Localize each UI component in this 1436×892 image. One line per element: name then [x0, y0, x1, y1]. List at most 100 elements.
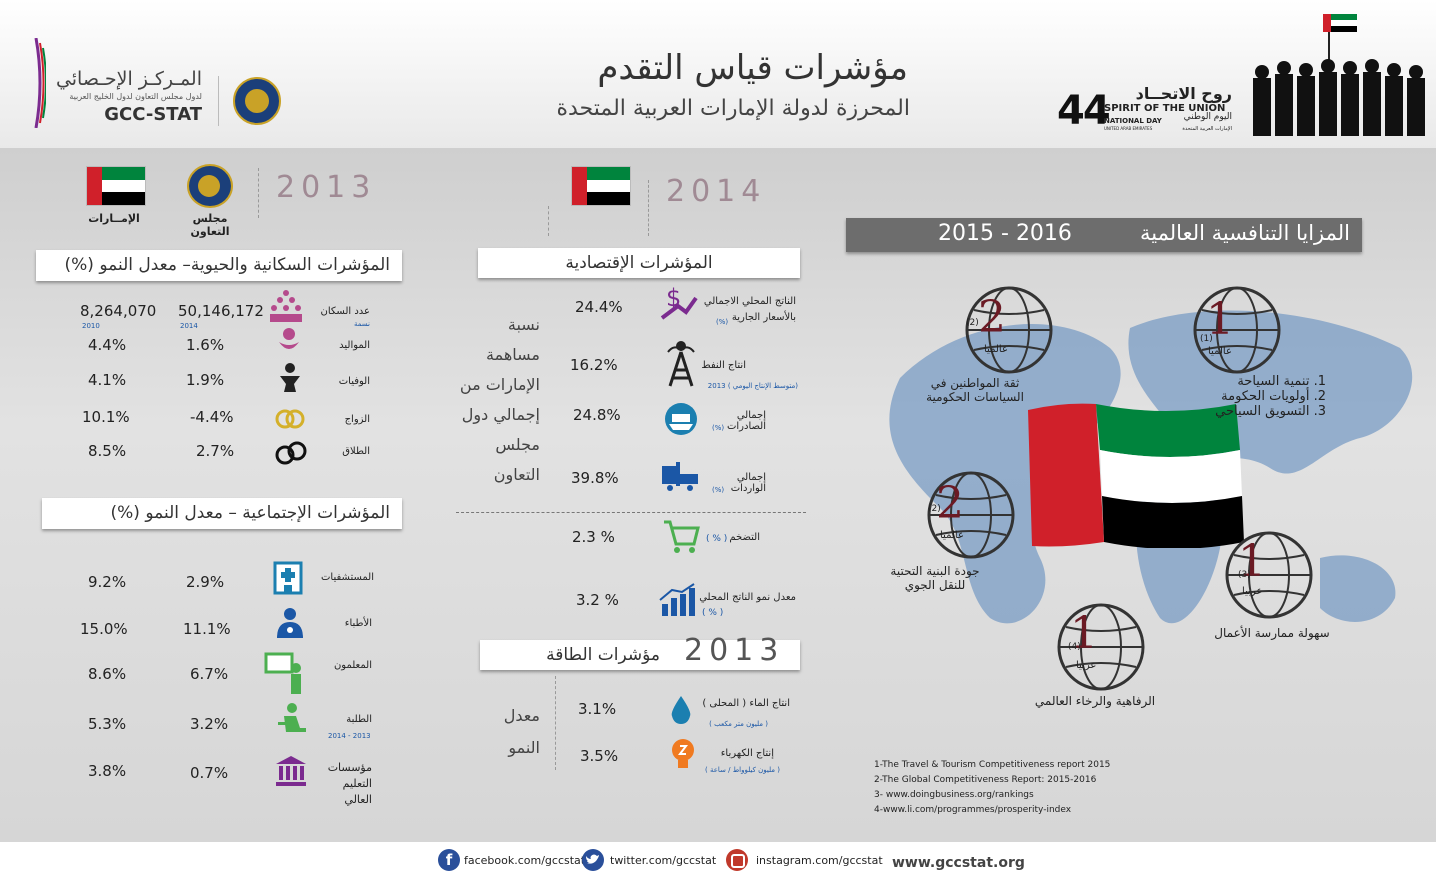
- leaders-silhouette-icon: [1253, 14, 1425, 136]
- electricity-production-unit: ( مليون كيلوواط / ساعة ): [705, 766, 780, 774]
- water-production-label: انتاج الماء ( المحلى ): [702, 698, 790, 709]
- doctors-label: الأطباء: [344, 618, 372, 629]
- gdp-label: الناتج المحلي الاجمالي: [703, 296, 796, 307]
- gcc-stat-stripes-icon: [34, 37, 47, 129]
- hospital-icon: [273, 561, 303, 595]
- uae-flag-large-icon: [1028, 403, 1244, 548]
- page-title: مؤشرات قياس التقدم: [597, 48, 908, 88]
- oil-share-value: 16.2%: [570, 356, 618, 374]
- gcc-population-year: 2014: [180, 322, 198, 330]
- gdp-growth-label: معدل نمو الناتج المحلي: [699, 592, 796, 603]
- national-day-country-ar: الإمارات العربية المتحدة: [1182, 126, 1232, 132]
- uae-flag-icon: [571, 166, 631, 206]
- globe-icon: [1193, 286, 1281, 374]
- uae-population-year: 2010: [82, 322, 100, 330]
- births-label: المواليد: [339, 340, 370, 351]
- higher-ed-label: مؤسسات التعليم العالي: [327, 761, 372, 806]
- water-production-value: 3.1%: [578, 700, 617, 718]
- imports-share-value: 39.8%: [571, 469, 619, 487]
- facebook-link[interactable]: facebook.com/gccstat: [464, 854, 586, 867]
- uae-students-value: 5.3%: [88, 715, 127, 733]
- globe-icon: [965, 286, 1053, 374]
- gdp-growth-value: 3.2 %: [576, 591, 619, 609]
- footer-band: [0, 842, 1436, 892]
- inflation-label: التضخم: [729, 532, 760, 543]
- uae-share-caption: نسبة مساهمة الإمارات من إجمالي دول مجلس …: [440, 310, 540, 490]
- facebook-icon[interactable]: f: [438, 849, 460, 871]
- inflation-unit: ( % ): [706, 534, 728, 544]
- uae-share-line: مجلس: [495, 435, 540, 454]
- population-icon: [270, 290, 302, 322]
- electricity-production-label: إنتاج الكهرباء: [720, 748, 774, 759]
- uae-share-line: مساهمة: [486, 345, 540, 364]
- student-icon: [278, 703, 306, 732]
- uae-marriage-value: 10.1%: [82, 408, 130, 426]
- exports-unit: (%): [712, 424, 725, 432]
- national-day-number: 44: [1057, 88, 1111, 134]
- rank-air-transport: 2: [936, 478, 964, 529]
- reference-item: 2-The Global Competitiveness Report: 201…: [874, 775, 1097, 785]
- oil-unit: (متوسط الإنتاج اليومي ) 2013: [707, 382, 798, 390]
- oil-rig-icon: [667, 341, 695, 387]
- tourism-item: 3. التسويق السياحي: [1215, 404, 1326, 419]
- rank-air-transport-ref: (2): [928, 504, 941, 514]
- competitiveness-years: 2016 - 2015: [938, 221, 1072, 246]
- marriage-label: الزواج: [344, 414, 370, 425]
- gdp-label-2: بالأسعار الجارية: [731, 312, 796, 323]
- rank-tourism: 1: [1206, 294, 1234, 345]
- rank-trust-label: ثقة المواطنين في السياسات الحكومية: [926, 376, 1024, 404]
- rank-trust: 2: [978, 292, 1006, 343]
- tourism-item: 1. تنمية السياحة: [1237, 374, 1326, 389]
- column-header-uae: الإمــارات: [88, 212, 140, 225]
- energy-title-text: مؤشرات الطاقة: [546, 645, 660, 665]
- uae-population-value: 8,264,070: [80, 302, 157, 320]
- left-year: 2013: [276, 170, 377, 205]
- uae-higher-ed-value: 3.8%: [88, 762, 127, 780]
- instagram-icon[interactable]: [726, 849, 748, 871]
- globe-icon: [1225, 531, 1313, 619]
- gdp-share-value: 24.4%: [575, 298, 623, 316]
- economic-section-title: المؤشرات الإقتصادية: [478, 248, 800, 278]
- national-day-ar-sub: اليوم الوطني: [1183, 112, 1232, 122]
- students-period: 2014 - 2013: [328, 732, 371, 740]
- gcc-higher-ed-value: 0.7%: [190, 764, 229, 782]
- gcc-teachers-value: 6.7%: [190, 665, 229, 683]
- exports-ship-icon: [665, 403, 697, 435]
- gcc-marriage-value: -4.4%: [190, 408, 234, 426]
- hospitals-label: المستشفيات: [320, 572, 374, 583]
- energy-divider: [555, 676, 556, 770]
- uae-divorce-value: 8.5%: [88, 442, 127, 460]
- twitter-icon[interactable]: [582, 849, 604, 871]
- gcc-emblem-icon: [233, 77, 281, 125]
- students-label: الطلبة: [346, 714, 372, 725]
- gcc-deaths-value: 1.9%: [186, 371, 225, 389]
- uae-deaths-value: 4.1%: [88, 371, 127, 389]
- website-link[interactable]: www.gccstat.org: [892, 855, 1025, 871]
- gcc-population-value: 50,146,172: [178, 302, 264, 320]
- gcc-stat-arabic-name: المـركـز الإحـصائي: [55, 68, 202, 90]
- light-bulb-icon: [672, 739, 694, 768]
- university-icon: [276, 756, 306, 786]
- oil-label: انتاج النفط: [701, 360, 746, 371]
- twitter-link[interactable]: twitter.com/gccstat: [610, 854, 717, 867]
- header-band: [0, 0, 1436, 148]
- rank-business-ref: (3): [1238, 570, 1251, 580]
- gcc-divorce-value: 2.7%: [196, 442, 235, 460]
- gcc-doctors-value: 11.1%: [183, 620, 231, 638]
- uae-share-line: الإمارات من: [459, 375, 540, 394]
- deaths-label: الوفيات: [338, 376, 370, 387]
- water-production-unit: ( مليون متر مكعب ): [709, 720, 768, 728]
- gcc-births-value: 1.6%: [186, 336, 225, 354]
- uae-hospitals-value: 9.2%: [88, 573, 127, 591]
- gcc-stat-english-name: GCC-STAT: [104, 104, 202, 125]
- logo-divider: [218, 76, 219, 126]
- teachers-label: المعلمون: [333, 660, 372, 671]
- rank-tourism-scope: عالميا: [1208, 346, 1232, 357]
- rank-prosperity-label: الرفاهية والرخاء العالمي: [1034, 694, 1156, 708]
- growth-rate-line: معدل: [503, 706, 540, 725]
- imports-label: إجمالي الواردات: [730, 472, 766, 494]
- globe-icon: [1057, 603, 1145, 691]
- instagram-link[interactable]: instagram.com/gccstat: [756, 854, 883, 867]
- inflation-value: 2.3 %: [572, 528, 615, 546]
- teacher-icon: [264, 652, 301, 694]
